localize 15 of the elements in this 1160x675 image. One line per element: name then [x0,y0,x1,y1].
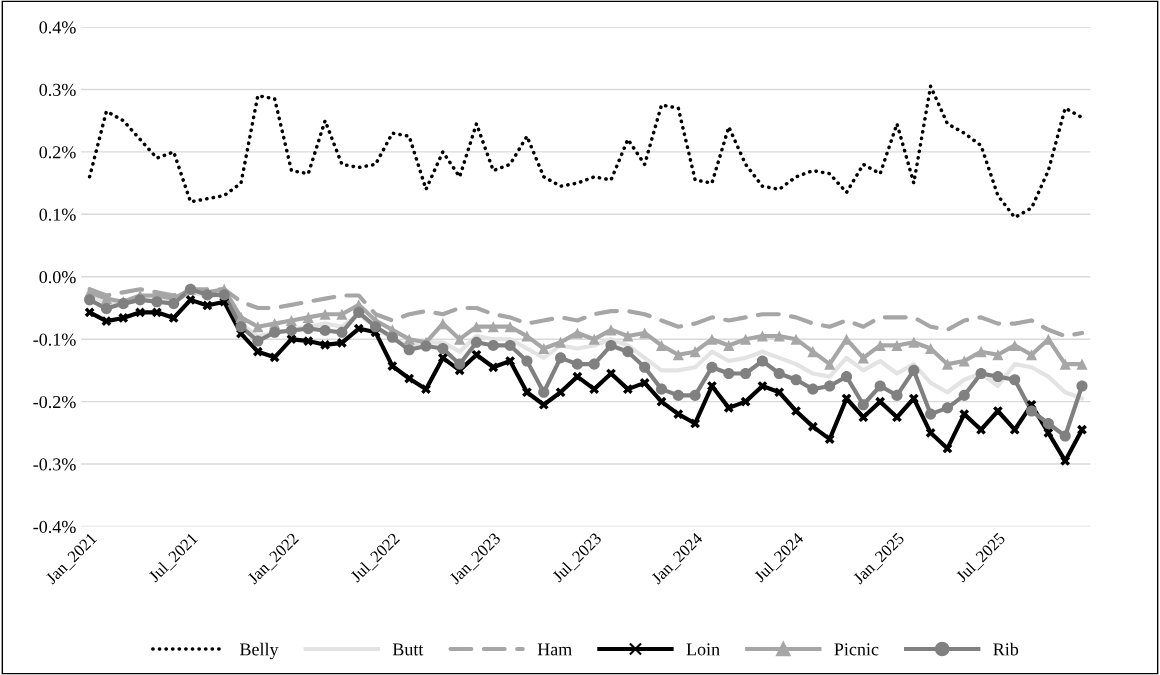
y-tick-label: -0.1% [33,333,76,346]
legend-label: Picnic [834,643,879,656]
legend-label: Belly [239,642,279,660]
y-tick-label: 0.3% [39,83,76,96]
y-tick-label: 0.1% [39,208,76,221]
y-tick-label: -0.2% [33,395,76,409]
y-tick-label: -0.3% [33,458,76,471]
legend-label: Rib [993,642,1019,656]
y-tick-label: -0.4% [33,520,76,534]
legend-label: Ham [537,643,572,656]
legend-label: Loin [686,643,720,656]
y-tick-label: 0.0% [39,271,76,284]
y-tick-label: 0.2% [39,146,76,159]
legend-label: Butt [392,643,424,656]
y-tick-label: 0.4% [39,21,76,34]
